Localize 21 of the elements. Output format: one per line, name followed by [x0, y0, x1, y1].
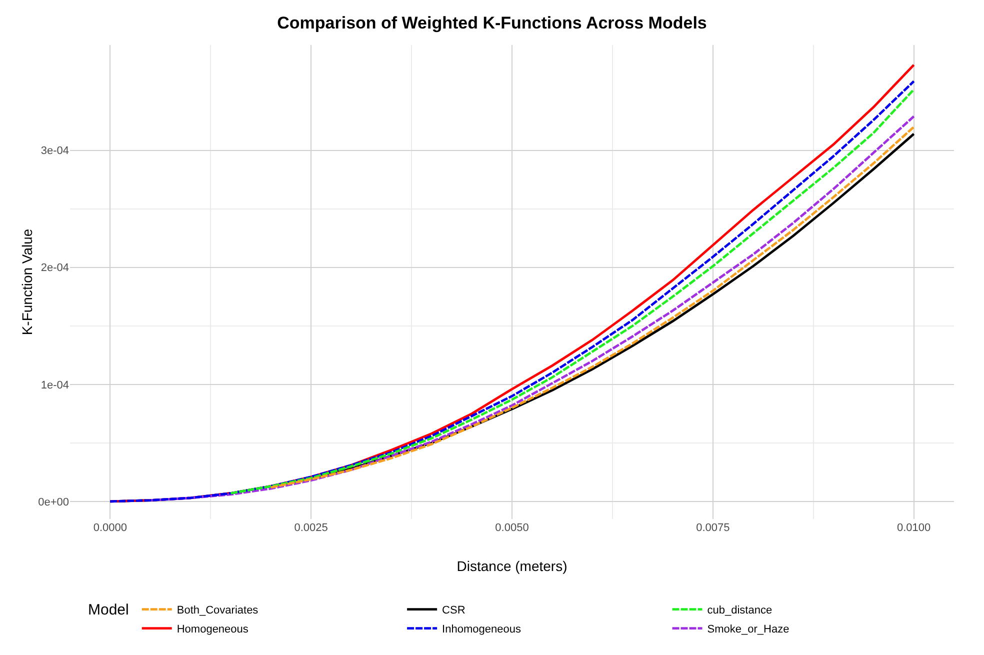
legend-label: CSR	[442, 604, 466, 617]
line-series	[230, 88, 916, 494]
y-tick-label: 3e-04	[40, 145, 69, 158]
y-tick-label: 1e-04	[40, 379, 69, 392]
x-tick-label: 0.0100	[896, 522, 931, 534]
line-series	[270, 126, 916, 489]
legend-label: Inhomogeneous	[442, 624, 522, 636]
legend-label: Both_Covariates	[176, 604, 259, 617]
chart-title: Comparison of Weighted K-Functions Across Models	[277, 13, 707, 32]
y-axis-title: K-Function Value	[19, 228, 35, 336]
x-tick-label: 0.0050	[495, 522, 529, 534]
legend-label: Smoke_or_Haze	[707, 624, 790, 636]
x-tick-label: 0.0025	[294, 522, 328, 534]
x-tick-label: 0.0000	[93, 522, 128, 534]
x-tick-label: 0.0075	[696, 522, 730, 534]
x-axis-title: Distance (meters)	[456, 558, 568, 574]
y-tick-label: 2e-04	[40, 262, 69, 274]
legend-label: cub_distance	[707, 604, 772, 617]
y-tick-label: 0e+00	[38, 496, 69, 508]
legend-title: Model	[88, 601, 129, 618]
legend-label: Homogeneous	[176, 624, 249, 636]
